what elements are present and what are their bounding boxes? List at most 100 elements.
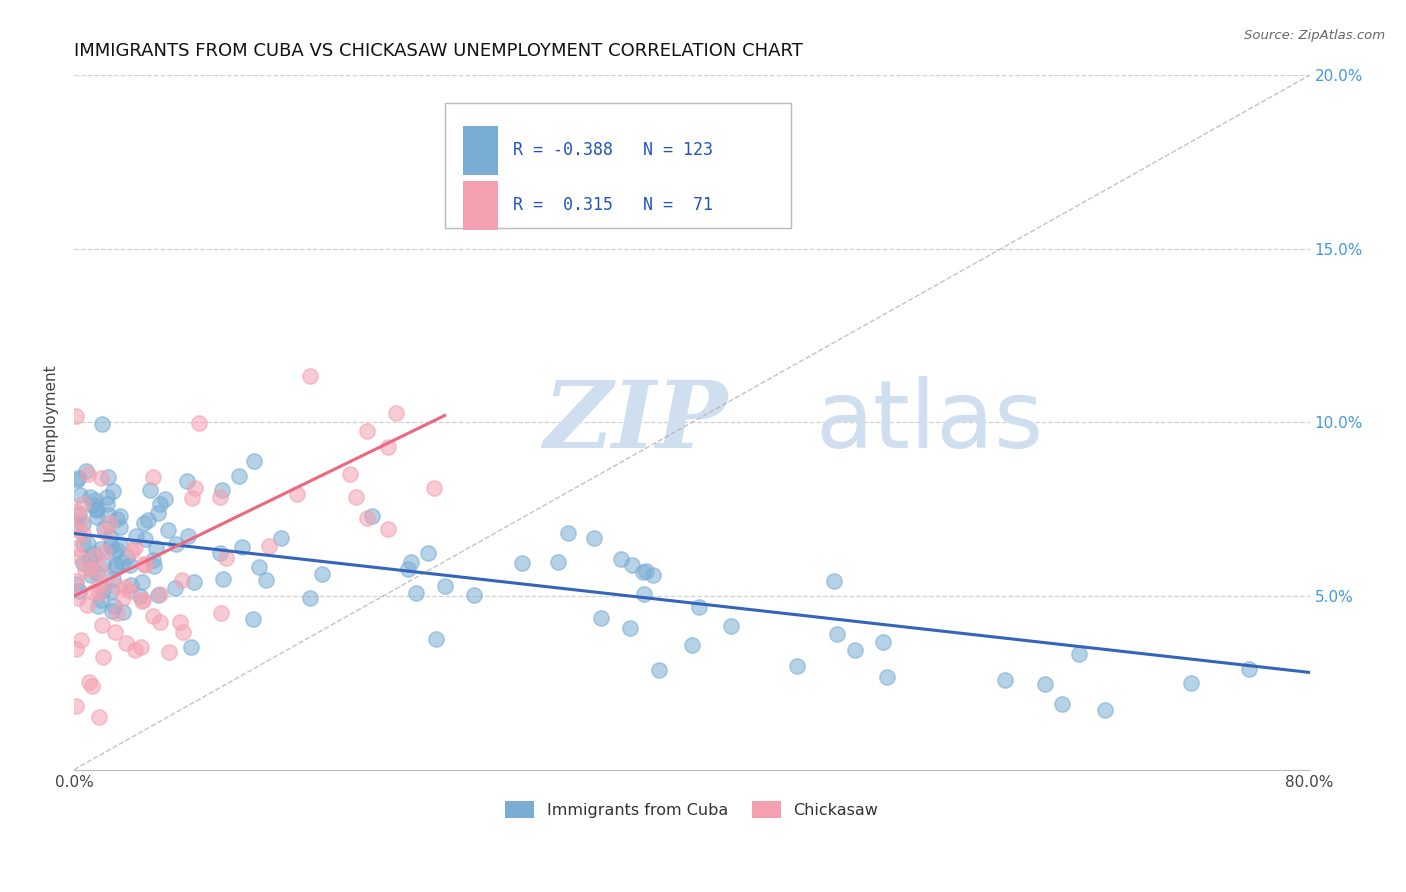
Point bbox=[1050, 697, 1073, 711]
Point bbox=[111, 555, 134, 569]
Point bbox=[82, 679, 104, 693]
Point bbox=[257, 539, 280, 553]
Point bbox=[157, 645, 180, 659]
Point bbox=[91, 582, 114, 597]
Point bbox=[425, 632, 447, 646]
Point bbox=[149, 497, 172, 511]
Point bbox=[215, 550, 238, 565]
Point bbox=[75, 464, 97, 478]
Point bbox=[93, 521, 115, 535]
Point bbox=[145, 541, 167, 555]
Point bbox=[84, 503, 107, 517]
Point bbox=[132, 557, 155, 571]
Point bbox=[112, 605, 135, 619]
Point bbox=[76, 467, 98, 482]
Point bbox=[77, 675, 100, 690]
Point bbox=[105, 606, 128, 620]
Point bbox=[825, 627, 848, 641]
Point bbox=[129, 640, 152, 654]
Point bbox=[134, 516, 156, 530]
Point bbox=[994, 673, 1017, 687]
Point bbox=[242, 454, 264, 468]
Point bbox=[111, 591, 134, 606]
Point bbox=[105, 512, 128, 526]
Point bbox=[583, 532, 606, 546]
Point bbox=[70, 633, 93, 648]
Point bbox=[634, 564, 657, 578]
Point bbox=[153, 491, 176, 506]
Point bbox=[89, 575, 111, 590]
Point bbox=[72, 498, 94, 512]
Point bbox=[69, 488, 91, 502]
Point bbox=[91, 417, 114, 432]
Point bbox=[104, 560, 127, 574]
Point bbox=[118, 558, 141, 573]
Point bbox=[344, 490, 367, 504]
Point bbox=[67, 584, 90, 599]
Text: R =  0.315   N =  71: R = 0.315 N = 71 bbox=[513, 196, 713, 214]
Point bbox=[101, 604, 124, 618]
Point bbox=[1067, 647, 1090, 661]
Point bbox=[77, 552, 100, 566]
Point bbox=[79, 490, 101, 504]
Point bbox=[149, 615, 172, 630]
Point bbox=[67, 549, 90, 564]
Point bbox=[209, 491, 232, 505]
Point bbox=[115, 636, 138, 650]
Point bbox=[356, 424, 378, 438]
Point bbox=[96, 497, 118, 511]
Text: Source: ZipAtlas.com: Source: ZipAtlas.com bbox=[1244, 29, 1385, 42]
Point bbox=[65, 574, 87, 588]
Point bbox=[104, 625, 127, 640]
Point bbox=[180, 640, 202, 654]
Bar bbox=[464, 126, 498, 175]
Point bbox=[65, 409, 87, 424]
Point bbox=[100, 539, 122, 553]
Point bbox=[688, 599, 710, 614]
Point bbox=[72, 537, 94, 551]
Point bbox=[591, 611, 613, 625]
Point bbox=[79, 562, 101, 576]
Point bbox=[100, 516, 122, 530]
Point bbox=[87, 599, 110, 614]
Point bbox=[65, 642, 87, 657]
Point bbox=[423, 481, 446, 495]
Point bbox=[311, 567, 333, 582]
Point bbox=[76, 598, 98, 612]
Point bbox=[65, 504, 87, 518]
Point bbox=[146, 588, 169, 602]
Point bbox=[209, 607, 232, 621]
Point bbox=[1180, 675, 1202, 690]
Point bbox=[67, 507, 90, 521]
Point bbox=[270, 532, 292, 546]
Point bbox=[510, 557, 533, 571]
Point bbox=[72, 556, 94, 570]
Point bbox=[361, 508, 384, 523]
Point bbox=[247, 560, 270, 574]
Bar bbox=[464, 181, 498, 230]
Point bbox=[231, 540, 253, 554]
Point bbox=[134, 558, 156, 572]
Point bbox=[90, 618, 112, 632]
Point bbox=[83, 548, 105, 562]
Point bbox=[557, 526, 579, 541]
Point bbox=[86, 566, 108, 581]
Point bbox=[93, 525, 115, 540]
Point bbox=[181, 491, 204, 505]
Point bbox=[104, 558, 127, 572]
Point bbox=[720, 619, 742, 633]
Point bbox=[84, 493, 107, 508]
Point bbox=[619, 621, 641, 635]
Point bbox=[86, 501, 108, 516]
Point bbox=[844, 643, 866, 657]
Point bbox=[823, 574, 845, 588]
Point bbox=[298, 591, 321, 605]
Point bbox=[100, 584, 122, 599]
Point bbox=[377, 440, 399, 454]
Point bbox=[643, 568, 665, 582]
Point bbox=[681, 638, 703, 652]
Point bbox=[72, 516, 94, 531]
Point bbox=[90, 470, 112, 484]
Point bbox=[65, 516, 87, 531]
Point bbox=[105, 579, 128, 593]
